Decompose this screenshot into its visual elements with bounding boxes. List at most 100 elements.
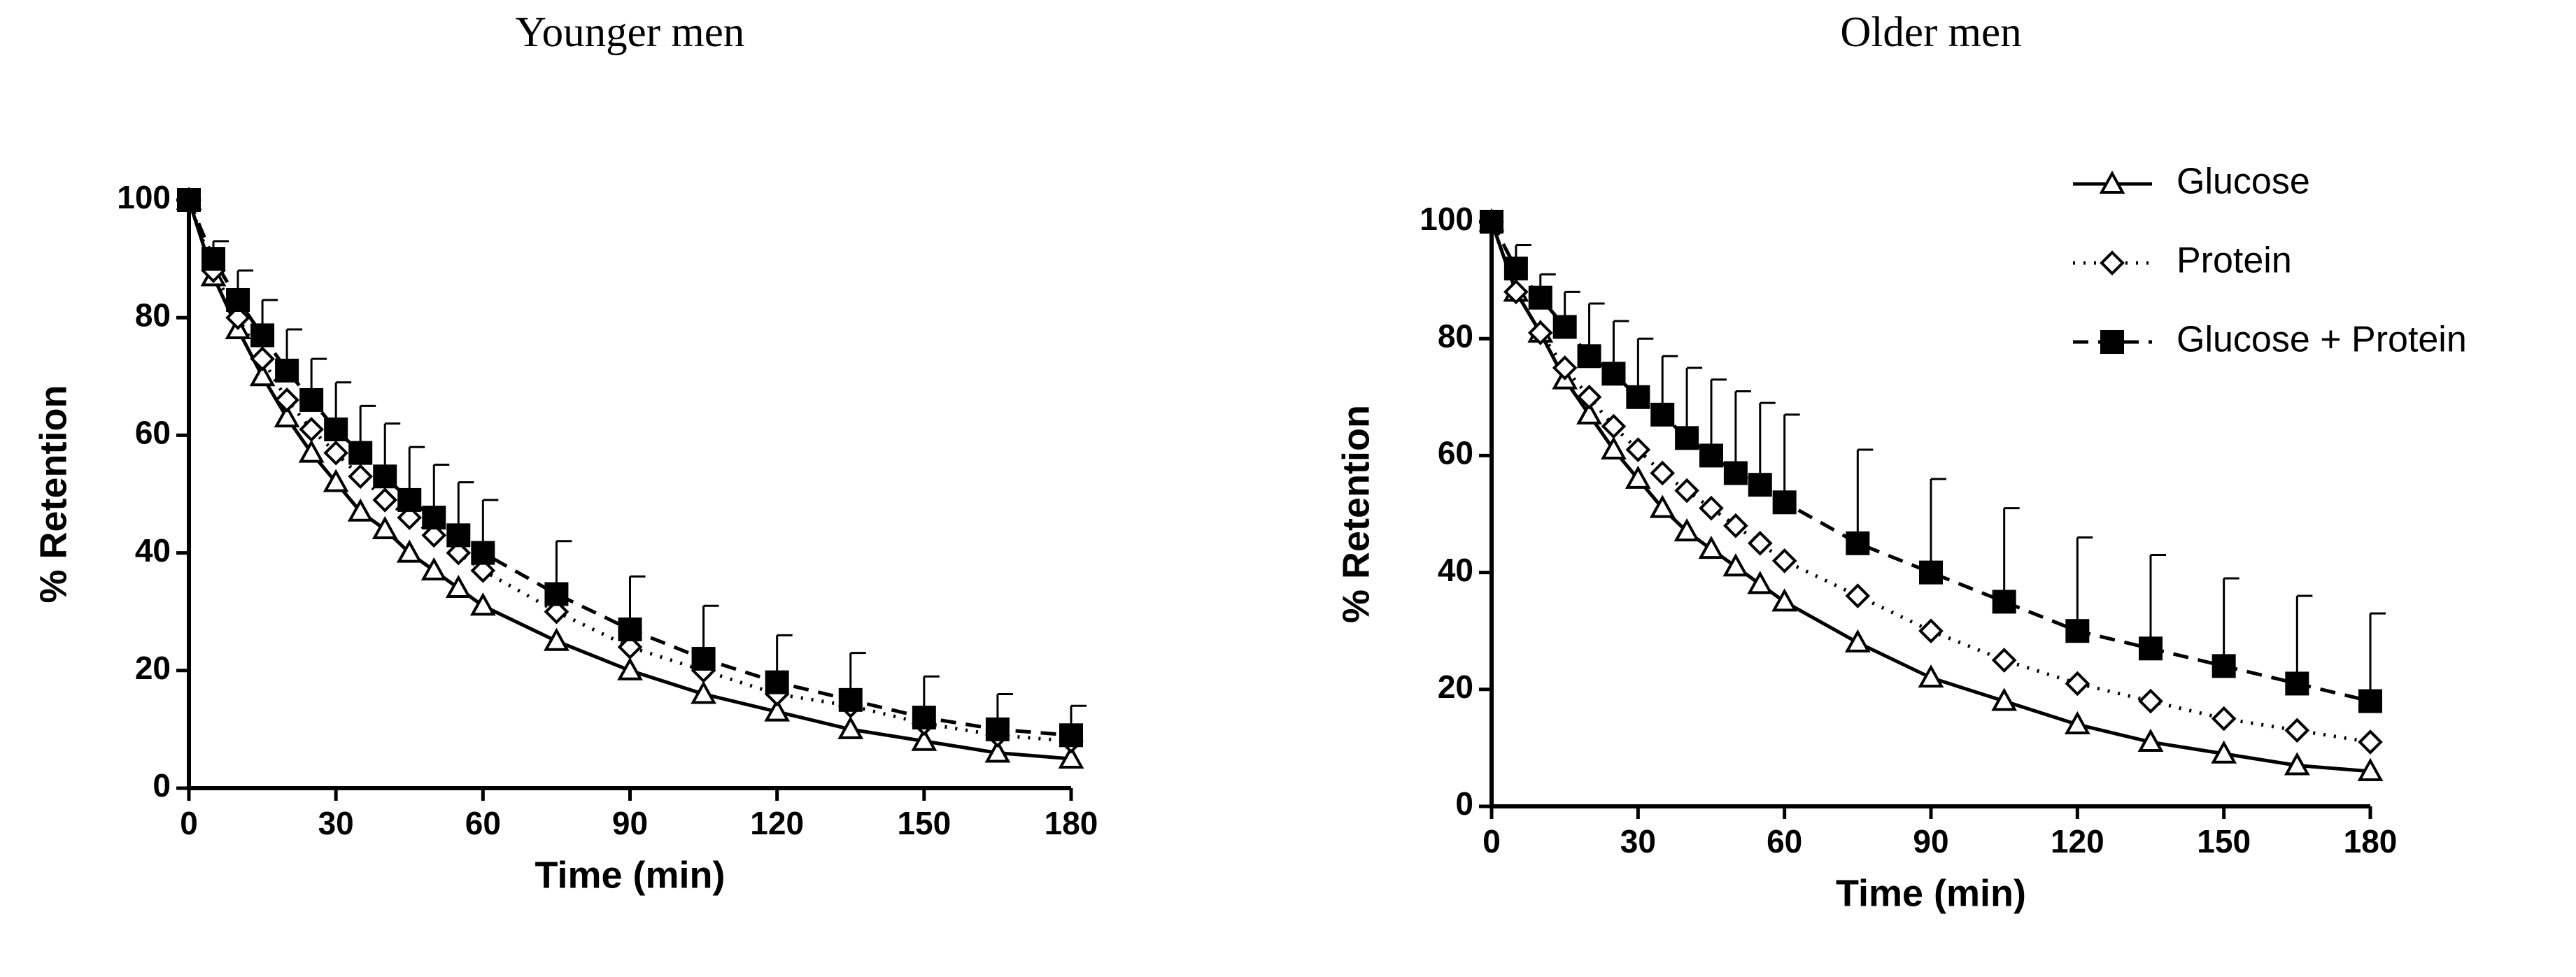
- marker: [1747, 530, 1773, 556]
- marker: [1527, 320, 1553, 345]
- marker: [299, 417, 324, 442]
- error-bar: [2295, 594, 2313, 684]
- marker: [1673, 518, 1700, 542]
- y-tick-label: 0: [153, 767, 171, 804]
- marker: [1601, 362, 1626, 386]
- marker: [838, 687, 863, 712]
- marker: [177, 188, 201, 212]
- marker: [1552, 355, 1578, 380]
- error-bar: [1759, 401, 1776, 485]
- marker: [1722, 553, 1749, 577]
- marker: [1625, 437, 1651, 462]
- x-tick-label: 180: [1045, 805, 1098, 841]
- marker: [2137, 728, 2164, 753]
- marker: [911, 727, 937, 751]
- legend-label: Protein: [2177, 241, 2292, 281]
- y-tick-label: 100: [117, 179, 171, 215]
- marker: [2211, 706, 2237, 732]
- marker: [1528, 285, 1552, 310]
- marker: [2357, 757, 2384, 781]
- marker: [2211, 740, 2237, 764]
- marker: [471, 541, 495, 565]
- y-tick-label: 20: [135, 650, 171, 686]
- marker: [298, 439, 325, 463]
- y-tick-label: 40: [135, 532, 171, 569]
- y-tick-label: 60: [135, 415, 171, 451]
- marker: [544, 627, 569, 651]
- marker: [1650, 402, 1675, 427]
- marker: [1845, 583, 1871, 608]
- marker: [274, 404, 300, 428]
- marker: [1059, 723, 1083, 748]
- marker: [372, 487, 398, 513]
- marker: [1844, 629, 1871, 652]
- marker: [226, 287, 250, 312]
- marker: [324, 417, 348, 441]
- marker: [2138, 688, 2163, 714]
- marker: [1650, 460, 1676, 486]
- marker: [422, 506, 446, 530]
- marker: [1918, 618, 1944, 644]
- marker: [1699, 443, 1723, 468]
- marker: [1992, 590, 2016, 614]
- marker: [544, 582, 569, 606]
- marker: [1699, 495, 1724, 521]
- marker: [617, 634, 643, 659]
- marker: [2065, 671, 2090, 697]
- marker: [2284, 752, 2310, 776]
- x-tick-label: 0: [180, 805, 198, 841]
- marker: [249, 363, 276, 387]
- marker: [1919, 560, 1943, 585]
- x-tick-label: 30: [318, 805, 354, 841]
- marker: [348, 441, 373, 465]
- error-bar: [2149, 554, 2166, 649]
- marker: [764, 698, 791, 722]
- marker: [420, 557, 447, 580]
- error-bar: [2369, 612, 2386, 701]
- marker: [275, 358, 299, 383]
- marker: [323, 440, 348, 466]
- marker: [2065, 619, 2090, 643]
- marker: [225, 305, 250, 331]
- marker: [1649, 494, 1676, 518]
- marker: [274, 387, 299, 413]
- x-axis-label: Time (min): [1836, 872, 2026, 914]
- legend-marker: [2100, 330, 2124, 354]
- legend-label: Glucose: [2177, 162, 2310, 202]
- marker: [1601, 413, 1627, 439]
- marker: [201, 247, 226, 271]
- marker: [1748, 473, 1772, 497]
- marker: [912, 706, 936, 730]
- marker: [396, 539, 423, 563]
- y-tick-label: 0: [1455, 785, 1473, 822]
- x-tick-label: 150: [2197, 823, 2251, 860]
- marker: [1918, 664, 1944, 688]
- marker: [765, 670, 789, 694]
- marker: [1723, 461, 1748, 485]
- x-tick-label: 90: [612, 805, 648, 841]
- marker: [1576, 384, 1602, 410]
- marker: [1480, 210, 1503, 234]
- marker: [2285, 671, 2309, 696]
- marker: [1771, 588, 1798, 612]
- marker: [348, 464, 374, 490]
- marker: [470, 558, 496, 583]
- y-tick-label: 40: [1438, 552, 1473, 588]
- marker: [1601, 436, 1627, 460]
- marker: [1576, 401, 1602, 425]
- marker: [544, 599, 569, 625]
- marker: [397, 487, 422, 512]
- marker: [446, 523, 471, 548]
- legend-marker: [2099, 170, 2125, 194]
- marker: [373, 464, 397, 489]
- marker: [2139, 636, 2163, 661]
- marker: [1675, 426, 1699, 450]
- marker: [1991, 687, 2018, 711]
- y-axis-label: % Retention: [32, 385, 74, 603]
- x-tick-label: 90: [1913, 823, 1948, 860]
- marker: [1626, 385, 1650, 409]
- y-tick-label: 20: [1438, 669, 1473, 705]
- marker: [1674, 478, 1699, 504]
- legend-marker: [2100, 250, 2125, 276]
- x-tick-label: 30: [1620, 823, 1656, 860]
